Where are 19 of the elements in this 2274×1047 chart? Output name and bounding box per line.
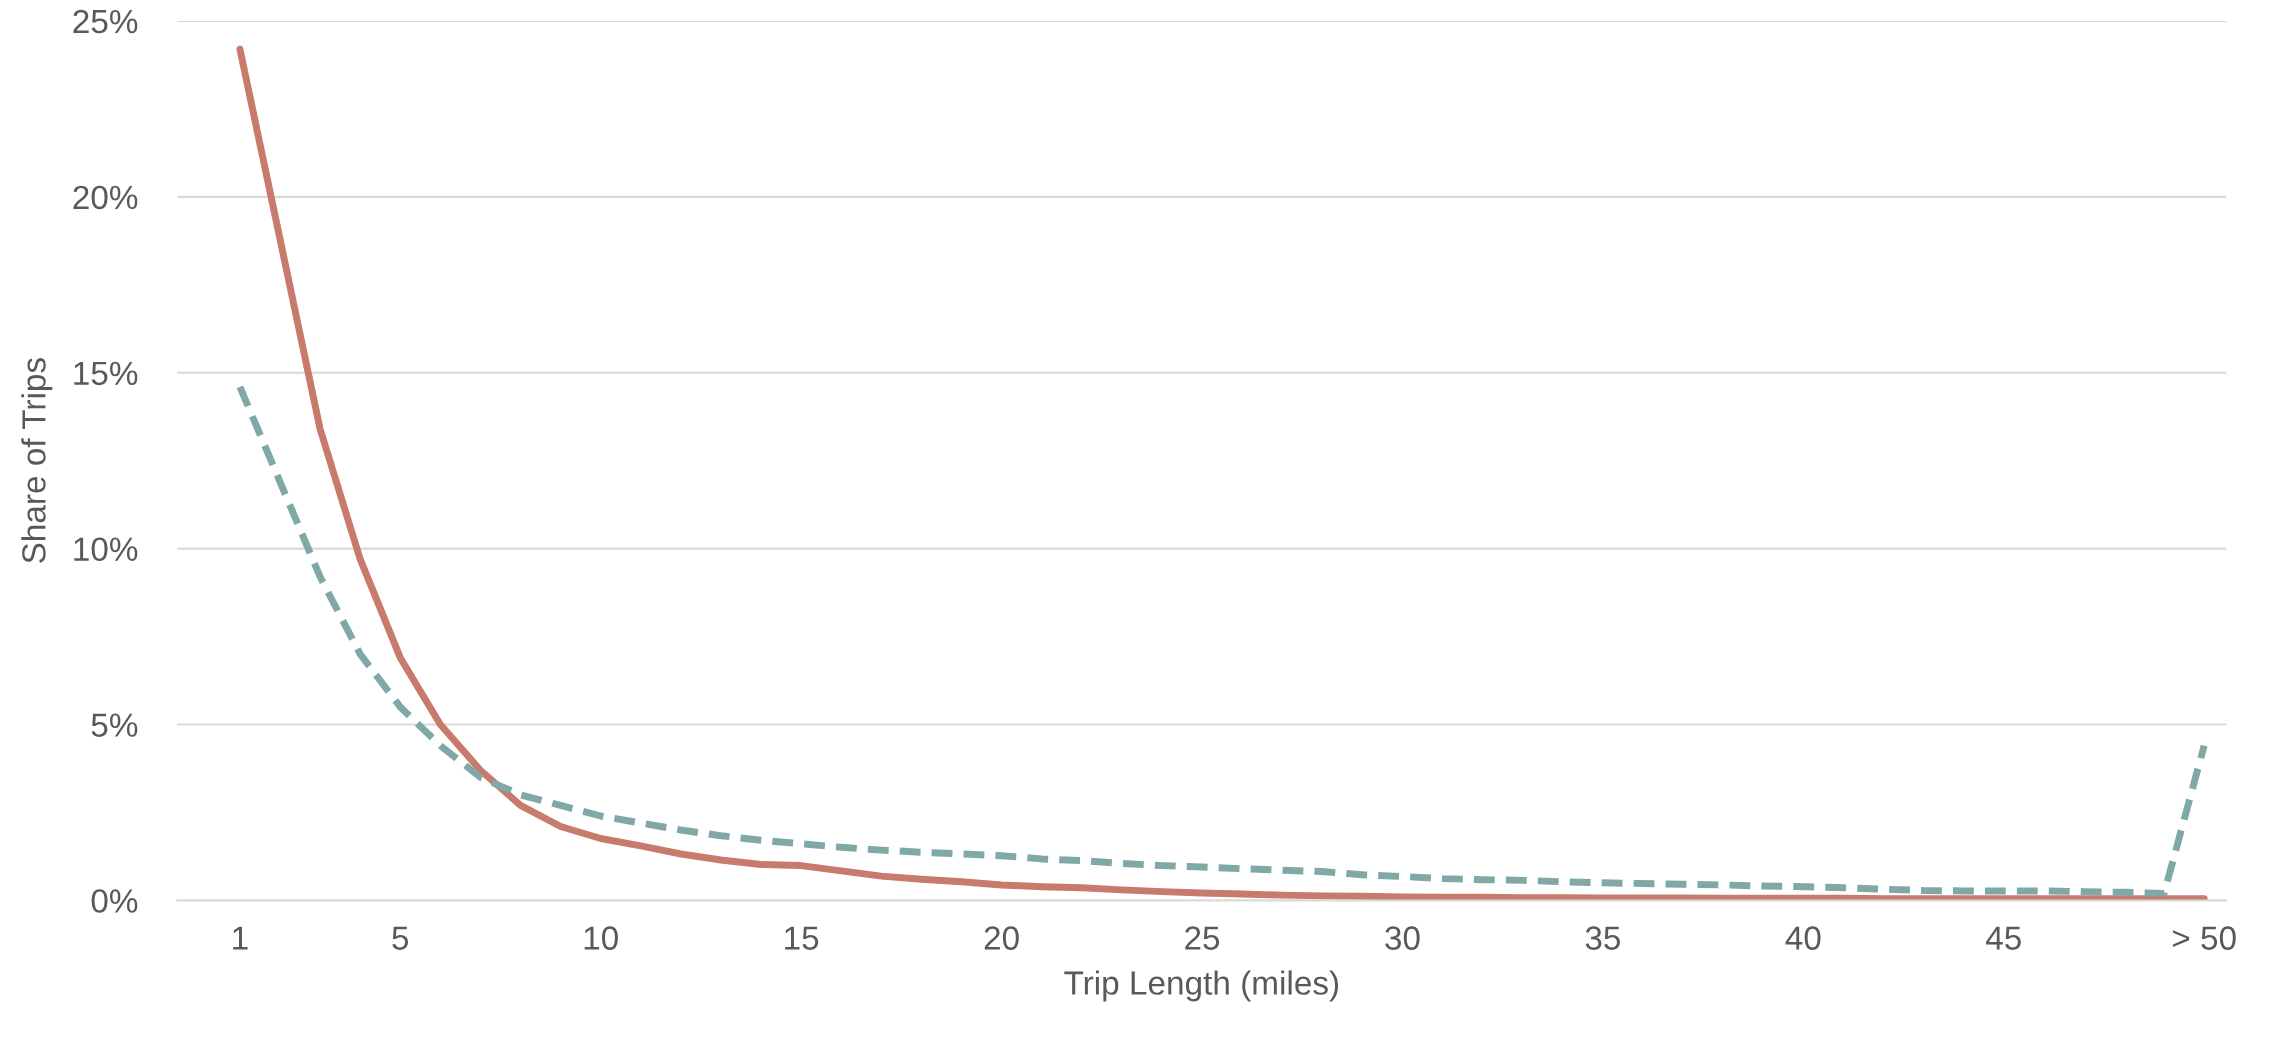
y-tick-label: 15% [74, 361, 138, 386]
y-tick-label: 10% [74, 537, 138, 562]
y-tick-label: 5% [91, 713, 138, 737]
x-tick-label: 30 [1385, 926, 1420, 950]
x-tick-label: 45 [1985, 926, 2021, 950]
y-tick-label: 20% [73, 185, 138, 210]
x-tick-label: 10 [584, 926, 618, 950]
x-tick-label: 1 [233, 926, 248, 950]
x-tick-label: 20 [984, 926, 1019, 950]
y-tick-label: 0% [91, 889, 138, 913]
x-tick-label: 35 [1585, 926, 1621, 950]
x-tick-label: 40 [1785, 926, 1821, 950]
x-tick-label: 15 [785, 926, 819, 950]
x-axis-title: Trip Length (miles) [1064, 970, 1339, 1002]
x-tick-label: > 50 [2172, 926, 2236, 950]
x-tick-label: 5 [392, 926, 409, 950]
y-tick-label: 25% [73, 9, 138, 34]
x-tick-label: 25 [1185, 926, 1220, 950]
y-axis-title: Share of Trips [21, 358, 53, 563]
